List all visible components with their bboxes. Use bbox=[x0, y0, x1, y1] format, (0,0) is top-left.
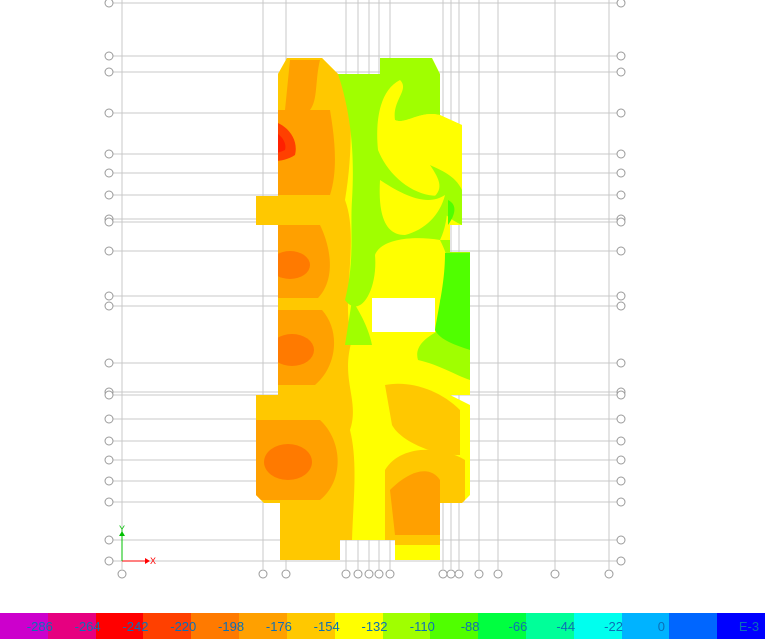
legend-swatch: -264 bbox=[47, 613, 101, 639]
legend-label: -66 bbox=[508, 619, 528, 634]
grid-bubble bbox=[616, 168, 626, 178]
legend-swatch: -132 bbox=[334, 613, 388, 639]
grid-bubble bbox=[104, 291, 114, 301]
legend-swatch: -220 bbox=[143, 613, 196, 639]
y-axis-label: Y bbox=[119, 524, 125, 534]
grid-bubbles bbox=[104, 0, 626, 579]
legend-unit: E-3 bbox=[738, 619, 760, 634]
grid-bubble bbox=[117, 569, 127, 579]
grid-bubble bbox=[281, 569, 291, 579]
legend-swatch: -286 bbox=[0, 613, 53, 639]
grid-bubble bbox=[550, 569, 560, 579]
grid-bubble bbox=[364, 569, 374, 579]
grid-bubble bbox=[104, 535, 114, 545]
legend-swatch: -66 bbox=[478, 613, 527, 639]
grid-bubble bbox=[616, 149, 626, 159]
legend-label: -242 bbox=[122, 619, 149, 634]
legend-label: -110 bbox=[409, 619, 435, 634]
grid-bubble bbox=[104, 168, 114, 178]
grid-bubble bbox=[353, 569, 363, 579]
x-axis-label: X bbox=[150, 556, 156, 566]
legend-label: -44 bbox=[556, 619, 576, 634]
grid-bubble bbox=[446, 569, 456, 579]
grid-bubble bbox=[258, 569, 268, 579]
grid-bubble bbox=[616, 301, 626, 311]
grid-bubble bbox=[104, 455, 114, 465]
grid-bubble bbox=[493, 569, 503, 579]
grid-bubble bbox=[616, 556, 626, 566]
legend-label: -286 bbox=[26, 619, 53, 634]
grid-bubble bbox=[616, 190, 626, 200]
grid-bubble bbox=[616, 476, 626, 486]
grid-bubble bbox=[104, 67, 114, 77]
grid-bubble bbox=[104, 0, 114, 8]
grid-bubble bbox=[616, 108, 626, 118]
grid-bubble bbox=[104, 497, 114, 507]
grid-bubble bbox=[616, 217, 626, 227]
legend-label: -154 bbox=[313, 619, 340, 634]
legend-swatch: -44 bbox=[525, 613, 575, 639]
grid-bubble bbox=[104, 436, 114, 446]
grid-bubble bbox=[454, 569, 464, 579]
grid-bubble bbox=[104, 301, 114, 311]
grid-bubble bbox=[385, 569, 395, 579]
color-legend: -286 -264 -242 -220 -198 -176 -154 -132 -110 -88-… bbox=[0, 613, 765, 639]
grid-bubble bbox=[616, 535, 626, 545]
grid-bubble bbox=[616, 67, 626, 77]
legend-swatch: -154 bbox=[286, 613, 340, 639]
grid-bubble bbox=[604, 569, 614, 579]
grid-bubble bbox=[104, 390, 114, 400]
slab-opening bbox=[372, 298, 435, 332]
legend-swatch: -242 bbox=[95, 613, 148, 639]
legend-swatch: -88 bbox=[430, 613, 480, 639]
grid-bubble bbox=[616, 436, 626, 446]
grid-bubble bbox=[474, 569, 484, 579]
axis-triad: X Y bbox=[119, 524, 156, 566]
legend-swatch: -198 bbox=[191, 613, 244, 639]
legend-label: -198 bbox=[218, 619, 245, 634]
grid-bubble bbox=[616, 497, 626, 507]
legend-swatch: -22 bbox=[573, 613, 623, 639]
contour-plot-canvas[interactable]: X Y bbox=[0, 0, 765, 612]
legend-swatch bbox=[717, 613, 765, 639]
legend-swatch: 0 bbox=[621, 613, 670, 639]
grid-bubble bbox=[616, 455, 626, 465]
grid-bubble bbox=[104, 358, 114, 368]
grid-bubble bbox=[104, 414, 114, 424]
grid-bubble bbox=[104, 217, 114, 227]
legend-label: -220 bbox=[170, 619, 197, 634]
grid-bubble bbox=[104, 108, 114, 118]
grid-bubble bbox=[104, 556, 114, 566]
grid-bubble bbox=[616, 414, 626, 424]
grid-bubble bbox=[341, 569, 351, 579]
grid-bubble bbox=[616, 291, 626, 301]
grid-bubble bbox=[104, 51, 114, 61]
grid-bubble bbox=[374, 569, 384, 579]
legend-swatch bbox=[669, 613, 718, 639]
legend-label: -132 bbox=[361, 619, 388, 634]
legend-label: -176 bbox=[265, 619, 292, 634]
legend-label: 0 bbox=[657, 619, 665, 634]
stress-contour-slab bbox=[256, 58, 470, 560]
legend-label: -264 bbox=[74, 619, 101, 634]
grid-bubble bbox=[616, 51, 626, 61]
legend-swatch: -110 bbox=[382, 613, 435, 639]
legend-label: -22 bbox=[604, 619, 623, 634]
grid-bubble bbox=[104, 149, 114, 159]
grid-bubble bbox=[104, 476, 114, 486]
legend-swatch: -176 bbox=[239, 613, 292, 639]
grid-bubble bbox=[104, 246, 114, 256]
grid-bubble bbox=[616, 0, 626, 8]
grid-bubble bbox=[616, 390, 626, 400]
grid-bubble bbox=[616, 246, 626, 256]
grid-bubble bbox=[104, 190, 114, 200]
legend-label: -88 bbox=[460, 619, 480, 634]
grid-bubble bbox=[616, 358, 626, 368]
grid-bubble bbox=[438, 569, 448, 579]
